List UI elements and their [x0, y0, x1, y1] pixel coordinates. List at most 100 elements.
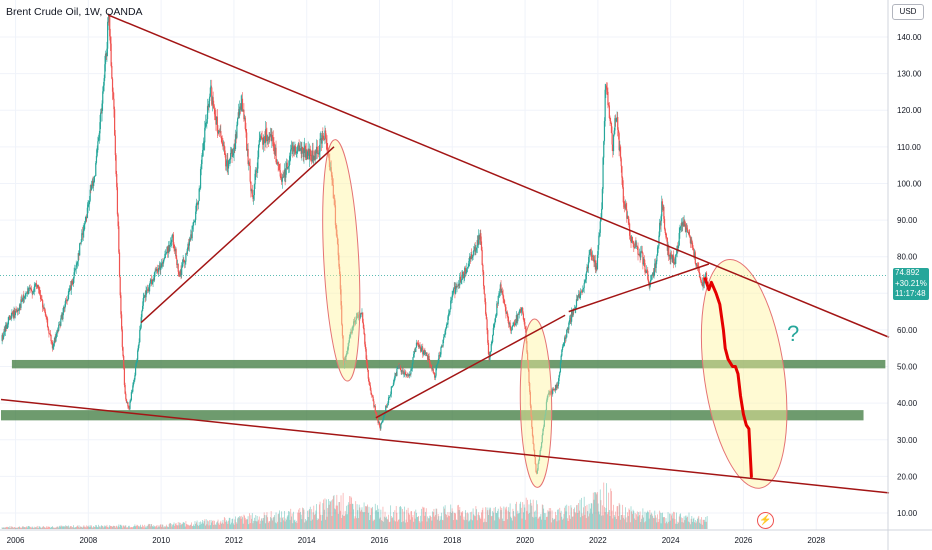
price-change: +30.21%	[895, 278, 927, 288]
volume-bar	[57, 526, 59, 529]
candle-body	[178, 271, 180, 274]
candle-body	[81, 233, 84, 235]
volume-bar	[81, 526, 83, 529]
currency-selector[interactable]: USD	[892, 4, 924, 20]
volume-bar	[32, 527, 34, 529]
candle-body	[11, 312, 13, 316]
volume-bar	[655, 515, 656, 529]
volume-bar	[492, 511, 494, 529]
candle-body	[152, 279, 154, 283]
volume-bar	[662, 512, 663, 529]
candle-body	[380, 422, 383, 425]
candle-body	[618, 133, 620, 151]
candle-body	[218, 130, 220, 134]
candle-body	[46, 316, 48, 319]
volume-bar	[654, 510, 656, 529]
candle-body	[535, 464, 537, 473]
volume-bar	[135, 526, 136, 529]
volume-bar	[221, 522, 223, 529]
volume-bar	[376, 505, 378, 529]
volume-bar	[182, 523, 183, 529]
candle-body	[179, 273, 181, 277]
candle-body	[122, 347, 124, 357]
volume-bar	[553, 519, 555, 529]
candle-body	[505, 307, 507, 314]
candle-body	[449, 309, 451, 313]
candle-body	[520, 309, 522, 313]
volume-bar	[20, 527, 22, 529]
volume-bar	[206, 524, 208, 529]
volume-bar	[245, 519, 247, 529]
volume-bar	[648, 518, 650, 529]
candle-body	[116, 174, 118, 188]
volume-bar	[500, 510, 502, 529]
volume-bar	[186, 524, 188, 529]
volume-bar	[68, 525, 69, 529]
candle-body	[698, 267, 700, 272]
volume-bar	[205, 519, 207, 529]
volume-bar	[468, 521, 470, 529]
candle-body	[267, 139, 269, 141]
candle-body	[457, 283, 460, 286]
candle-body	[167, 245, 170, 253]
candle-body	[45, 315, 47, 317]
volume-bar	[200, 521, 201, 529]
volume-bar	[134, 524, 136, 529]
candle-body	[51, 341, 53, 342]
volume-bar	[35, 526, 37, 529]
candle-body	[384, 412, 386, 416]
volume-bar	[400, 507, 402, 529]
volume-bar	[494, 520, 496, 529]
volume-bar	[101, 526, 103, 529]
flash-icon[interactable]: ⚡	[757, 512, 774, 529]
candle-body	[30, 288, 32, 290]
volume-bar	[529, 499, 531, 529]
candle-body	[515, 323, 517, 326]
candle-body	[491, 341, 493, 345]
candle-body	[529, 382, 531, 392]
candle-body	[47, 327, 49, 331]
candle-body	[705, 272, 708, 279]
volume-bar	[84, 526, 85, 529]
candle-body	[274, 146, 276, 155]
candle-body	[106, 48, 108, 57]
volume-bar	[240, 518, 242, 529]
candle-body	[305, 150, 307, 158]
volume-bar	[55, 527, 57, 529]
volume-bar	[650, 514, 651, 529]
candle-body	[260, 136, 262, 139]
volume-bar	[522, 512, 524, 529]
volume-bar	[388, 514, 389, 529]
candle-body	[586, 266, 588, 273]
volume-bar	[308, 510, 310, 529]
volume-bar	[638, 515, 640, 529]
candle-body	[205, 122, 207, 124]
volume-bar	[444, 508, 445, 529]
candle-body	[28, 288, 30, 294]
volume-bar	[390, 505, 392, 529]
candle-body	[162, 259, 165, 264]
candle-body	[352, 327, 354, 328]
volume-bar	[382, 506, 384, 529]
candle-body	[615, 118, 617, 122]
volume-bar	[287, 515, 289, 529]
volume-bar	[507, 510, 509, 529]
volume-bar	[660, 523, 662, 529]
volume-bar	[93, 526, 95, 529]
volume-bar	[400, 506, 401, 529]
volume-bar	[251, 513, 253, 529]
volume-bar	[256, 521, 257, 529]
candle-body	[479, 233, 481, 240]
volume-bar	[53, 527, 55, 529]
volume-bar	[393, 520, 395, 529]
candle-body	[492, 327, 494, 336]
volume-bar	[453, 520, 454, 529]
candle-body	[65, 299, 67, 305]
volume-bar	[346, 514, 348, 529]
volume-bar	[374, 503, 376, 529]
volume-bar	[214, 520, 215, 529]
volume-bar	[550, 508, 552, 529]
candle-body	[467, 266, 469, 268]
candle-body	[705, 272, 707, 276]
